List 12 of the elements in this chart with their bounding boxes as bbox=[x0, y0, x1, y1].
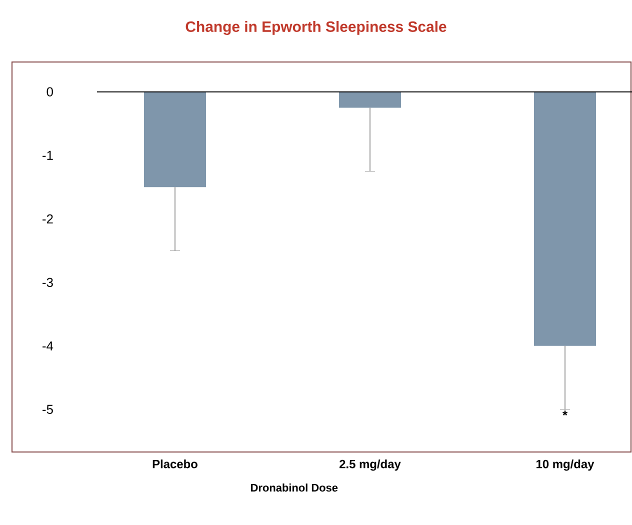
annotation: * bbox=[562, 410, 568, 416]
y-tick-label: -4 bbox=[42, 341, 54, 350]
chart-title: Change in Epworth Sleepiness Scale bbox=[186, 20, 446, 35]
y-tick-label: -1 bbox=[42, 150, 53, 160]
y-tick-label: -2 bbox=[42, 214, 53, 224]
x-tick-label: 10 mg/day bbox=[536, 460, 594, 471]
y-tick-label: -3 bbox=[42, 278, 53, 287]
x-tick-label: 2.5 mg/day bbox=[340, 460, 401, 471]
y-tick-label: 0 bbox=[46, 87, 53, 96]
y-tick-label: -5 bbox=[42, 404, 53, 414]
x-axis-title: Dronabinol Dose bbox=[251, 484, 338, 492]
x-tick-label: Placebo bbox=[152, 460, 198, 468]
